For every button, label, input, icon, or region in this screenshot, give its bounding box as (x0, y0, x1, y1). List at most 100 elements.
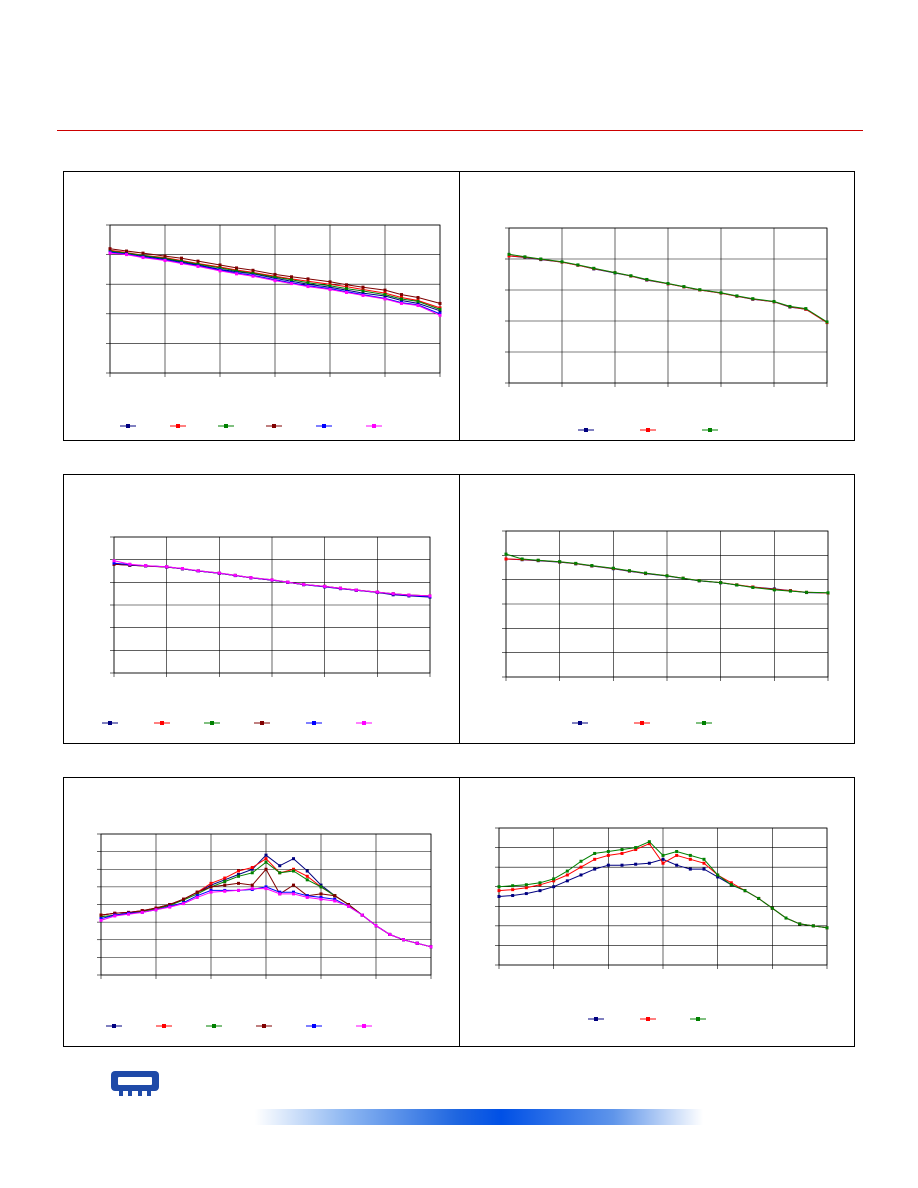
data-point (305, 895, 309, 899)
chart-6-svg (495, 827, 829, 1021)
data-point (195, 890, 199, 894)
data-point (223, 876, 227, 880)
data-point (292, 869, 295, 873)
data-point (333, 894, 337, 898)
data-point (196, 262, 200, 266)
data-point (209, 885, 213, 889)
data-point (112, 561, 116, 565)
data-point (168, 905, 172, 909)
data-point (751, 585, 755, 589)
data-point (264, 867, 268, 871)
legend-marker-2 (162, 1024, 166, 1028)
data-point (223, 880, 227, 884)
data-point (606, 853, 610, 857)
data-point (113, 911, 117, 915)
legend-marker-1 (594, 1017, 598, 1021)
data-point (416, 296, 420, 300)
data-point (113, 914, 117, 918)
data-point (108, 247, 112, 251)
data-point (383, 288, 387, 292)
legend-marker-2 (640, 721, 644, 725)
data-point (278, 892, 282, 896)
data-point (290, 275, 293, 279)
data-point (264, 853, 268, 857)
data-point (292, 883, 295, 887)
data-point (552, 877, 556, 881)
legend-marker-6 (362, 1024, 366, 1028)
data-point (716, 875, 720, 879)
legend-marker-1 (108, 721, 112, 725)
data-point (305, 878, 309, 882)
data-point (319, 895, 323, 899)
legend-marker-4 (260, 721, 264, 725)
chip-icon (108, 1068, 162, 1098)
data-point (195, 895, 199, 899)
data-point (593, 851, 597, 855)
data-point (290, 282, 293, 286)
data-point (99, 917, 103, 921)
data-point (354, 588, 358, 592)
data-point (757, 896, 761, 900)
data-point (328, 280, 332, 284)
data-point (497, 895, 501, 898)
data-point (347, 903, 350, 906)
data-point (634, 848, 638, 852)
data-point (217, 571, 221, 575)
data-point (593, 867, 597, 871)
data-point (273, 279, 277, 283)
data-point (770, 906, 774, 910)
data-point (524, 892, 528, 896)
data-point (729, 881, 733, 885)
data-point (180, 567, 184, 571)
data-point (647, 861, 651, 865)
chart-4-svg (502, 530, 830, 725)
data-point (511, 884, 515, 888)
data-point (127, 912, 130, 916)
data-point (361, 293, 365, 297)
data-point (218, 263, 222, 267)
data-point (328, 284, 332, 288)
data-point (788, 589, 792, 593)
legend-marker-1 (112, 1024, 116, 1028)
data-point (606, 863, 610, 867)
data-point (264, 887, 268, 891)
data-point (504, 557, 508, 561)
data-point (538, 883, 542, 887)
data-point (182, 897, 185, 901)
data-point (565, 873, 569, 877)
data-point (235, 272, 238, 276)
data-point (374, 924, 378, 928)
data-point (702, 857, 706, 861)
data-point (719, 291, 723, 295)
data-point (416, 304, 420, 308)
chart-panel-1 (63, 171, 460, 441)
data-point (306, 277, 310, 281)
data-point (306, 281, 310, 285)
data-point (391, 592, 395, 596)
data-point (511, 888, 515, 892)
data-point (154, 906, 158, 910)
data-point (250, 883, 254, 887)
data-point (141, 256, 145, 260)
data-point (729, 883, 733, 887)
data-point (538, 881, 542, 885)
data-point (249, 576, 253, 580)
chart-5-svg (97, 833, 433, 1028)
data-point (504, 552, 508, 556)
data-point (264, 885, 268, 889)
data-point (647, 840, 651, 844)
data-point (223, 889, 227, 893)
legend-marker-3 (224, 424, 228, 428)
data-point (576, 263, 580, 267)
data-point (154, 908, 158, 912)
data-point (99, 915, 103, 919)
data-point (235, 266, 238, 270)
chart-panel-5 (63, 777, 460, 1047)
legend-marker-5 (312, 1024, 316, 1028)
data-point (784, 916, 788, 920)
legend-marker-3 (696, 1017, 700, 1021)
data-point (523, 255, 527, 259)
chart-panel-6 (459, 777, 855, 1047)
data-point (250, 865, 254, 869)
data-point (361, 289, 365, 293)
